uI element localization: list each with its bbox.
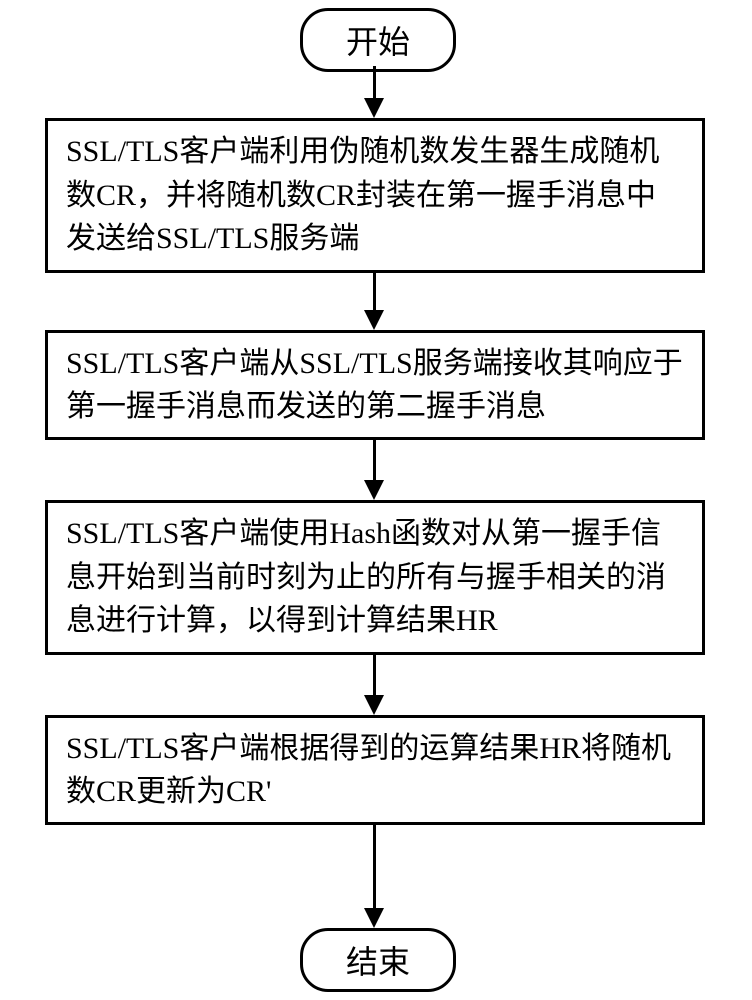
arrow-head-icon xyxy=(364,695,384,715)
arrow-head-icon xyxy=(364,98,384,118)
step-text: SSL/TLS客户端利用伪随机数发生器生成随机数CR，并将随机数CR封装在第一握… xyxy=(66,130,684,261)
process-step: SSL/TLS客户端从SSL/TLS服务端接收其响应于第一握手消息而发送的第二握… xyxy=(45,330,705,440)
start-label: 开始 xyxy=(346,17,410,63)
process-step: SSL/TLS客户端使用Hash函数对从第一握手信息开始到当前时刻为止的所有与握… xyxy=(45,500,705,655)
arrow xyxy=(373,66,376,100)
end-label: 结束 xyxy=(346,937,410,983)
flowchart-canvas: 开始 SSL/TLS客户端利用伪随机数发生器生成随机数CR，并将随机数CR封装在… xyxy=(0,0,752,1000)
step-text: SSL/TLS客户端使用Hash函数对从第一握手信息开始到当前时刻为止的所有与握… xyxy=(66,512,684,643)
arrow-head-icon xyxy=(364,310,384,330)
arrow-head-icon xyxy=(364,480,384,500)
step-text: SSL/TLS客户端从SSL/TLS服务端接收其响应于第一握手消息而发送的第二握… xyxy=(66,342,684,429)
end-terminal: 结束 xyxy=(300,928,456,992)
arrow-head-icon xyxy=(364,908,384,928)
arrow xyxy=(373,273,376,312)
start-terminal: 开始 xyxy=(300,8,456,72)
process-step: SSL/TLS客户端利用伪随机数发生器生成随机数CR，并将随机数CR封装在第一握… xyxy=(45,118,705,273)
arrow xyxy=(373,655,376,697)
process-step: SSL/TLS客户端根据得到的运算结果HR将随机数CR更新为CR' xyxy=(45,715,705,825)
arrow xyxy=(373,825,376,910)
arrow xyxy=(373,440,376,482)
step-text: SSL/TLS客户端根据得到的运算结果HR将随机数CR更新为CR' xyxy=(66,727,684,814)
